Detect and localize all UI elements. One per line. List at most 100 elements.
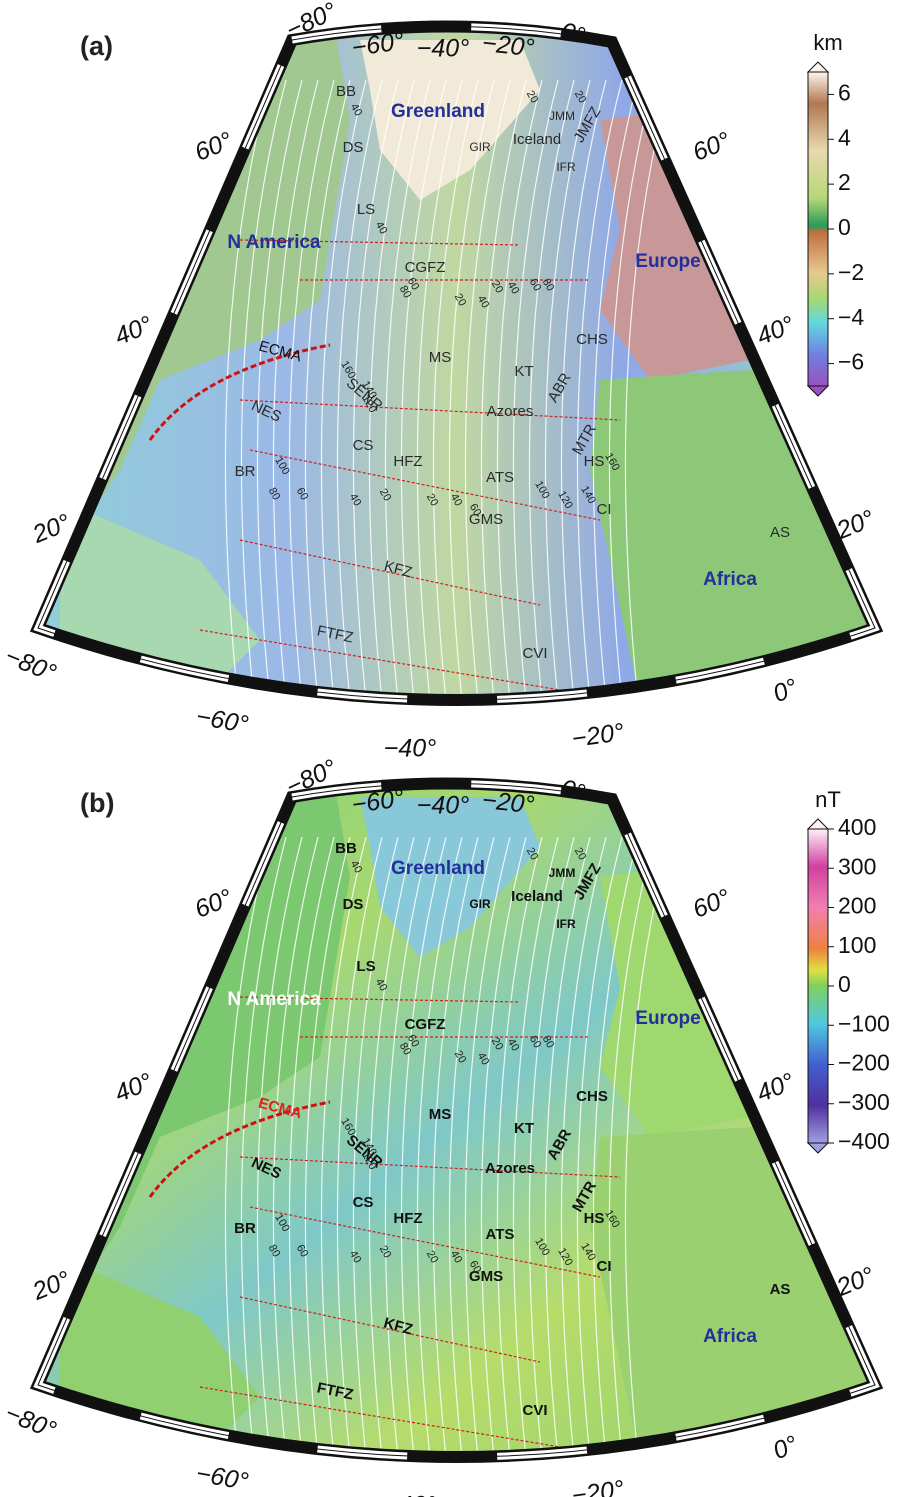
isochron-label: 40 <box>373 977 390 994</box>
isochron-label: 40 <box>505 1037 522 1054</box>
longitude-label: −60° <box>194 702 250 739</box>
place-label: CGFZ <box>405 1016 446 1033</box>
place-label: Iceland <box>511 888 563 905</box>
latitude-label: 60° <box>191 127 237 167</box>
fracture-zone <box>239 239 521 246</box>
isochron-line <box>624 79 671 700</box>
place-label: Greenland <box>391 101 485 122</box>
longitude-label: −80° <box>1 642 60 688</box>
place-label: HFZ <box>393 453 422 470</box>
place-label: KFZ <box>382 1315 415 1339</box>
isochron-line <box>560 836 607 1457</box>
latitude-label: 40° <box>753 1068 799 1108</box>
place-label: KFZ <box>382 558 414 582</box>
place-label: JMM <box>549 866 576 880</box>
place-label: GIR <box>469 897 491 911</box>
colorbar-tick-label: 400 <box>838 814 876 840</box>
isochron-line <box>512 79 559 700</box>
isochron-label: 80 <box>266 1243 283 1260</box>
colorbar-cap <box>806 61 830 73</box>
isochron-line <box>576 79 623 700</box>
frame-edge <box>37 783 876 1458</box>
latitude-label: 40° <box>753 311 799 351</box>
isochron-label: 60 <box>527 277 544 294</box>
isochron-label: 20 <box>452 1049 469 1066</box>
place-label: CS <box>353 1194 374 1211</box>
fracture-zone <box>249 1206 601 1278</box>
isochron-line <box>544 79 591 700</box>
isochron-label: 20 <box>377 487 394 504</box>
isochron-line <box>240 836 287 1457</box>
place-label: IFR <box>556 160 576 174</box>
isochron-line <box>464 836 511 1457</box>
longitude-label: −80° <box>1 1399 60 1445</box>
longitude-label: 0° <box>769 1430 802 1465</box>
place-label: GMS <box>469 1268 503 1285</box>
isochron-line <box>496 79 543 700</box>
isochron-line <box>592 836 639 1457</box>
place-label: BB <box>335 840 357 857</box>
colorbar-tick-label: −200 <box>838 1050 890 1076</box>
isochron-line <box>400 79 447 700</box>
colorbar-unit: km <box>813 30 842 55</box>
longitude-label: −20° <box>481 29 536 62</box>
isochron-line <box>368 836 415 1457</box>
isochron-label: 60 <box>294 486 311 503</box>
place-label: LS <box>357 201 375 218</box>
isochron-line <box>576 836 623 1457</box>
colorbar-unit: nT <box>815 787 841 812</box>
isochron-line <box>224 836 271 1457</box>
place-label: DS <box>343 139 364 156</box>
longitude-label: −40° <box>417 35 469 63</box>
colorbar-tick-label: 6 <box>838 80 851 106</box>
place-label: KT <box>514 1120 534 1137</box>
isochron-label: 60 <box>405 276 422 293</box>
fracture-zone <box>239 539 541 606</box>
place-label: CVI <box>522 645 547 662</box>
colorbar-cap <box>806 385 830 397</box>
fracture-zone <box>239 399 621 421</box>
place-label: AS <box>770 1281 791 1298</box>
longitude-label: −20° <box>481 786 536 819</box>
place-label: KT <box>514 363 533 380</box>
land-greenland <box>360 797 540 957</box>
isochron-label: 20 <box>452 292 469 309</box>
isochron-line <box>256 79 303 700</box>
isochron-line <box>480 836 527 1457</box>
colorbar-tick-label: 0 <box>838 214 851 240</box>
isochron-label: 40 <box>475 294 492 311</box>
isochron-line <box>592 79 639 700</box>
colorbar-tick-label: −2 <box>838 259 864 285</box>
fracture-zone <box>249 449 601 521</box>
colorbar-tick-label: 0 <box>838 971 851 997</box>
isochron-line <box>528 79 575 700</box>
longitude-label: −40° <box>384 1492 436 1497</box>
isochron-line <box>480 79 527 700</box>
panel-label: (a) <box>80 31 113 61</box>
place-label: Europe <box>635 1008 700 1029</box>
isochron-label: 60 <box>405 1033 422 1050</box>
place-label: N America <box>227 989 321 1010</box>
place-label: BR <box>234 1220 256 1237</box>
isochron-line <box>496 836 543 1457</box>
isochron-line <box>512 836 559 1457</box>
isochron-label: 20 <box>572 89 589 106</box>
latitude-label: 40° <box>111 311 157 351</box>
place-label: BB <box>336 83 356 100</box>
isochron-line <box>368 79 415 700</box>
isochron-line <box>384 79 431 700</box>
longitude-label: −60° <box>194 1459 250 1496</box>
isochron-label: 80 <box>266 486 283 503</box>
isochron-line <box>624 836 671 1457</box>
place-label: GIR <box>469 140 491 154</box>
place-label: Iceland <box>513 131 561 148</box>
isochron-label: 20 <box>572 846 589 863</box>
place-label: Africa <box>703 1326 757 1347</box>
isochron-line <box>608 79 655 700</box>
isochron-label: 40 <box>347 1249 364 1266</box>
isochron-label: 60 <box>467 502 484 519</box>
isochron-label: 80 <box>397 284 414 301</box>
isochron-line <box>432 79 479 700</box>
place-label: CVI <box>522 1402 547 1419</box>
ecma-line <box>148 343 331 441</box>
